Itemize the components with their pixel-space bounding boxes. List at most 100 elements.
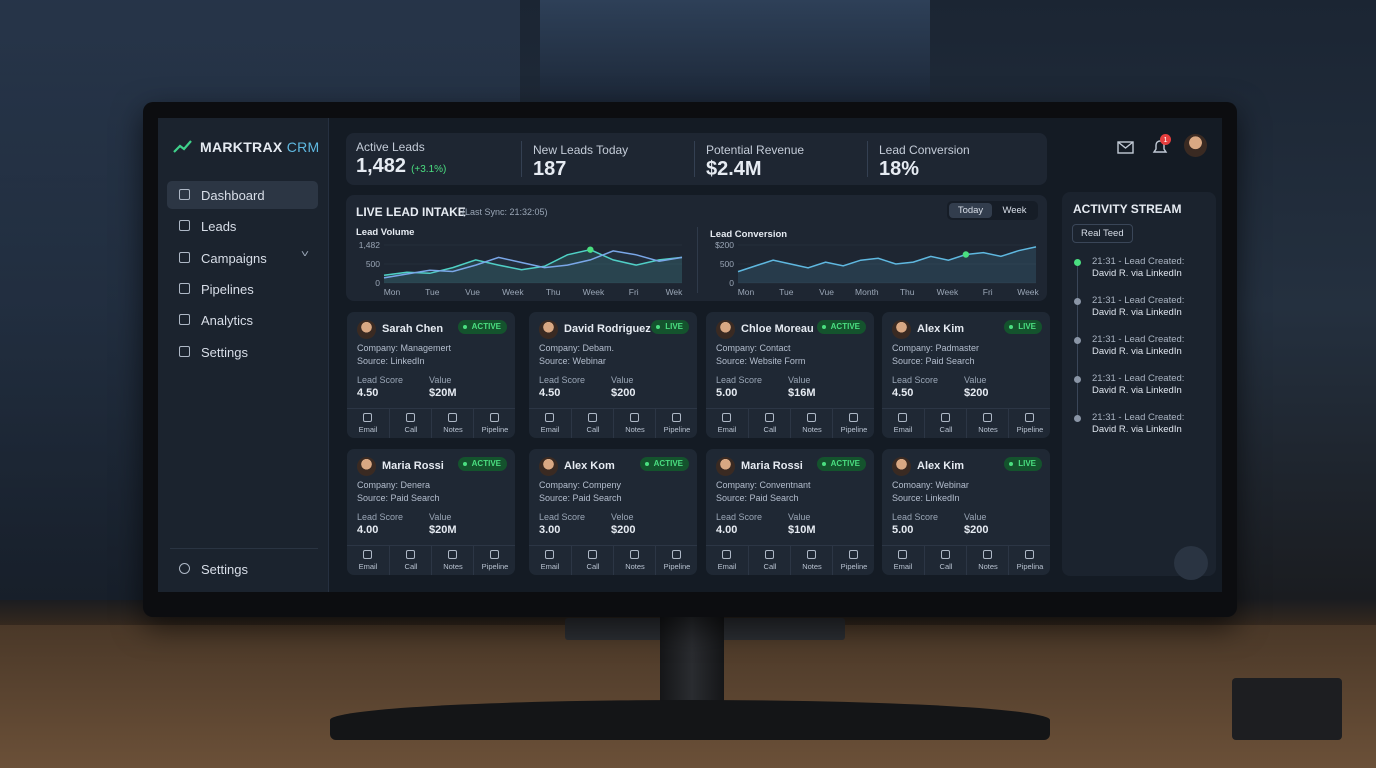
lead-source: Source: Webinar bbox=[539, 356, 606, 366]
lead-name: Maria Rossi bbox=[741, 460, 803, 472]
lead-card[interactable]: Sarah Chen ACTIVE Company: Managemert Sourc… bbox=[347, 312, 515, 438]
card-action[interactable]: Notes bbox=[431, 408, 474, 438]
kpi-number: $2.4M bbox=[706, 158, 762, 180]
screen: MARKTRAX CRM Dashboard Leads Campaigns ˅ Pip… bbox=[158, 118, 1222, 592]
activity-panel: ACTIVITY STREAM Real Teed 21:31 - Lead C… bbox=[1062, 192, 1216, 580]
activity-time: 21:31 - Lead Created: bbox=[1092, 334, 1185, 345]
card-action[interactable]: Notes bbox=[966, 545, 1009, 575]
lead-name: Chloe Moreau bbox=[741, 323, 814, 335]
card-action[interactable]: Notes bbox=[613, 408, 656, 438]
card-action[interactable]: Email bbox=[529, 545, 571, 575]
chat-button[interactable] bbox=[1174, 546, 1208, 580]
card-action[interactable]: Pipeline bbox=[655, 408, 697, 438]
lead-value: $200 bbox=[964, 387, 989, 399]
card-action[interactable]: Call bbox=[389, 408, 432, 438]
card-action[interactable]: Pipeline bbox=[1008, 408, 1050, 438]
card-action[interactable]: Pipeline bbox=[473, 408, 515, 438]
lead-status: ACTIVE bbox=[816, 457, 866, 471]
score-label: Lead Score bbox=[892, 512, 939, 522]
nav-item[interactable]: Leads bbox=[167, 212, 318, 240]
card-action[interactable]: Call bbox=[389, 545, 432, 575]
lead-card[interactable]: Chloe Moreau ACTIVE Company: Contact Source… bbox=[706, 312, 874, 438]
card-action[interactable]: Pipeline bbox=[655, 545, 697, 575]
card-action[interactable]: Call bbox=[571, 545, 614, 575]
card-action[interactable]: Email bbox=[882, 408, 924, 438]
card-action[interactable]: Call bbox=[571, 408, 614, 438]
action-label: Email bbox=[540, 425, 560, 434]
brand-suffix: CRM bbox=[286, 139, 320, 155]
y-label: $200 bbox=[715, 240, 734, 250]
lead-avatar bbox=[716, 457, 735, 476]
divider bbox=[170, 548, 318, 549]
card-action[interactable]: Call bbox=[924, 545, 967, 575]
action-label: Email bbox=[717, 425, 737, 434]
card-action[interactable]: Email bbox=[347, 408, 389, 438]
intake-sync: (Last Sync: 21:32:05) bbox=[462, 207, 548, 217]
nav-label: Pipelines bbox=[201, 281, 254, 297]
lead-status: ACTIVE bbox=[816, 320, 866, 334]
activity-time: 21:31 - Lead Created: bbox=[1092, 295, 1185, 306]
nav-item[interactable]: Analytics bbox=[167, 306, 318, 334]
card-action[interactable]: Pipeline bbox=[832, 408, 874, 438]
lead-card[interactable]: Maria Rossi ACTIVE Company: Conventnant Sou… bbox=[706, 449, 874, 575]
user-avatar[interactable] bbox=[1184, 134, 1207, 157]
action-icon bbox=[406, 550, 415, 559]
card-action[interactable]: Email bbox=[529, 408, 571, 438]
nav-item[interactable]: Dashboard bbox=[167, 181, 318, 209]
score-label: Lead Score bbox=[539, 375, 586, 385]
nav-icon bbox=[179, 251, 190, 263]
card-action[interactable]: Notes bbox=[790, 408, 833, 438]
lead-card[interactable]: David Rodriguez LIVE Company: Debam. Source… bbox=[529, 312, 697, 438]
card-action[interactable]: Email bbox=[706, 545, 748, 575]
nav-item[interactable]: Settings bbox=[167, 338, 318, 366]
action-label: Pipeline bbox=[663, 562, 691, 571]
kpi-divider bbox=[694, 141, 695, 177]
card-action[interactable]: Call bbox=[748, 545, 791, 575]
lead-status: ACTIVE bbox=[457, 457, 507, 471]
mail-icon[interactable] bbox=[1116, 138, 1138, 158]
x-label: Mon bbox=[738, 287, 755, 297]
tabs: Today Week bbox=[947, 201, 1038, 220]
card-action[interactable]: Email bbox=[706, 408, 748, 438]
card-action[interactable]: Pipeline bbox=[473, 545, 515, 575]
action-label: Notes bbox=[625, 562, 645, 571]
lead-name: Alex Kom bbox=[564, 460, 615, 472]
lead-card[interactable]: Alex Kim LIVE Comoany: Webinar Source: Link… bbox=[882, 449, 1050, 575]
score-label: Lead Score bbox=[357, 375, 404, 385]
kpi-delta: (+3.1%) bbox=[411, 164, 447, 175]
action-icon bbox=[545, 413, 554, 422]
tab[interactable]: Week bbox=[1002, 205, 1027, 216]
card-action[interactable]: Call bbox=[748, 408, 791, 438]
lead-card[interactable]: Alex Kom ACTIVE Company: Compeny Source: Pa… bbox=[529, 449, 697, 575]
card-action[interactable]: Notes bbox=[966, 408, 1009, 438]
card-action[interactable]: Notes bbox=[790, 545, 833, 575]
lead-card[interactable]: Maria Rossi ACTIVE Company: Denera Source: … bbox=[347, 449, 515, 575]
value-label: Value bbox=[611, 375, 634, 385]
action-label: Call bbox=[404, 562, 418, 571]
lead-card[interactable]: Alex Kim LIVE Company: Padmaster Source: Pa… bbox=[882, 312, 1050, 438]
nav-footer[interactable]: Settings bbox=[167, 555, 318, 583]
lead-avatar bbox=[892, 320, 911, 339]
action-label: Call bbox=[763, 425, 777, 434]
action-icon bbox=[722, 550, 731, 559]
kpi-number: 187 bbox=[533, 158, 567, 180]
activity-detail: David R. via LinkedIn bbox=[1092, 385, 1182, 396]
x-label: Mon bbox=[384, 287, 401, 297]
kpi-value: 18% bbox=[879, 158, 919, 181]
card-action[interactable]: Pipelina bbox=[1008, 545, 1050, 575]
card-action[interactable]: Notes bbox=[613, 545, 656, 575]
logo-line bbox=[173, 140, 192, 153]
card-action[interactable]: Email bbox=[347, 545, 389, 575]
card-action[interactable]: Call bbox=[924, 408, 967, 438]
card-action[interactable]: Pipeline bbox=[832, 545, 874, 575]
activity-detail: David R. via LinkedIn bbox=[1092, 424, 1182, 435]
action-icon bbox=[849, 413, 858, 422]
card-action[interactable]: Email bbox=[882, 545, 924, 575]
nav-item[interactable]: Pipelines bbox=[167, 275, 318, 303]
nav-item[interactable]: Campaigns ˅ bbox=[167, 244, 318, 272]
card-action[interactable]: Notes bbox=[431, 545, 474, 575]
x-label: Fri bbox=[629, 287, 639, 297]
x-label: Thu bbox=[546, 287, 561, 297]
activity-filter[interactable]: Real Teed bbox=[1072, 224, 1133, 243]
tab[interactable]: Today bbox=[949, 203, 992, 218]
